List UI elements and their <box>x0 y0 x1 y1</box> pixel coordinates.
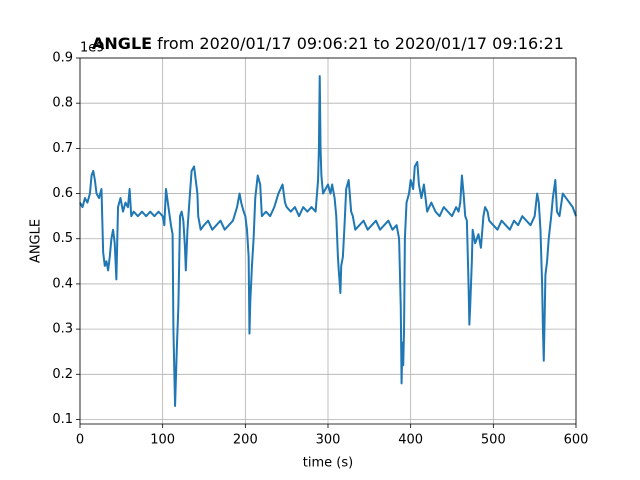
y-tick-label: 0.2 <box>52 367 73 382</box>
y-tick-label: 0.1 <box>52 412 73 427</box>
title-rest: from 2020/01/17 09:06:21 to 2020/01/17 0… <box>157 34 564 53</box>
y-axis-label: ANGLE <box>29 219 44 263</box>
y-tick-label: 0.6 <box>52 186 73 201</box>
x-tick-label: 100 <box>150 433 175 448</box>
x-axis-label: time (s) <box>303 456 353 471</box>
title-bold: ANGLE <box>92 34 152 53</box>
y-offset-label: 1e9 <box>80 41 105 56</box>
y-tick-label: 0.8 <box>52 96 73 111</box>
x-tick-label: 0 <box>76 433 84 448</box>
chart-title: ANGLE from 2020/01/17 09:06:21 to 2020/01… <box>92 34 564 53</box>
x-tick-label: 500 <box>481 433 506 448</box>
y-tick-label: 0.5 <box>52 231 73 246</box>
grid <box>79 57 577 424</box>
x-tick-label: 200 <box>233 433 258 448</box>
y-tick-label: 0.4 <box>52 276 73 291</box>
data-line <box>79 75 577 407</box>
plot-area <box>79 75 577 407</box>
x-tick-label: 300 <box>316 433 341 448</box>
x-tick-label: 600 <box>564 433 589 448</box>
x-tick-label: 400 <box>398 433 423 448</box>
y-tick-label: 0.9 <box>52 51 73 66</box>
y-tick-label: 0.3 <box>52 322 73 337</box>
y-tick-label: 0.7 <box>52 141 73 156</box>
